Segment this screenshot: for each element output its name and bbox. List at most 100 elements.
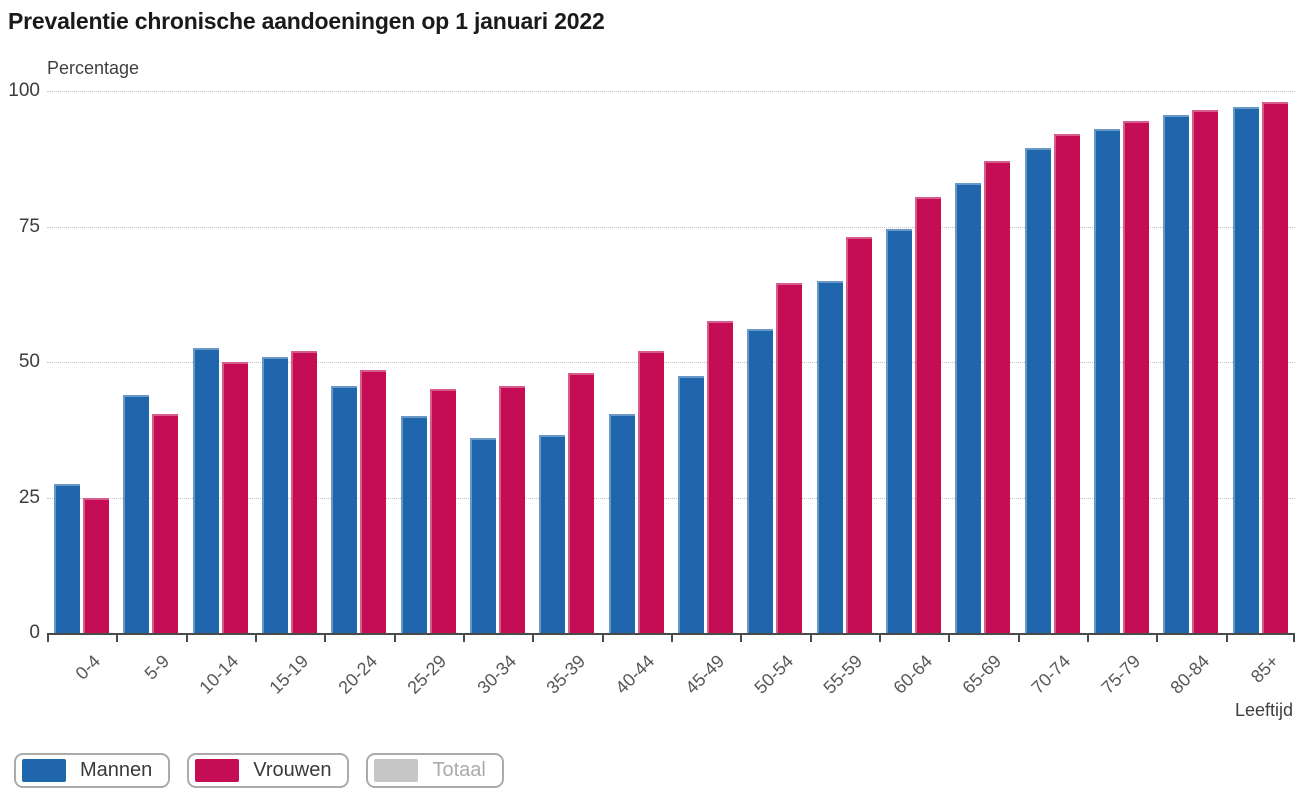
x-tick — [463, 635, 465, 642]
bar-group-40-44 — [602, 91, 671, 633]
bar-mannen-55-59 — [816, 280, 843, 633]
bar-mannen-25-29 — [400, 416, 427, 633]
x-tick-label-85+: 85+ — [1246, 651, 1283, 687]
bar-mannen-70-74 — [1024, 147, 1051, 633]
x-tick-label-30-34: 30-34 — [473, 651, 520, 698]
bar-vrouwen-70-74 — [1053, 134, 1080, 633]
bar-group-65-69 — [948, 91, 1017, 633]
x-axis: 0-4 5-9 10-14 15-19 20-24 25-29 30-34 35-39 40-4… — [47, 635, 1295, 735]
bar-group-30-34 — [463, 91, 532, 633]
x-tick — [1293, 635, 1295, 642]
x-tick-label-10-14: 10-14 — [195, 651, 243, 698]
bar-vrouwen-55-59 — [845, 237, 872, 633]
bar-group-50-54 — [740, 91, 809, 633]
x-tick-label-25-29: 25-29 — [403, 651, 451, 698]
x-tick-label-20-24: 20-24 — [334, 651, 382, 698]
x-tick — [1087, 635, 1089, 642]
bar-mannen-45-49 — [678, 375, 705, 633]
legend-button-vrouwen[interactable]: Vrouwen — [187, 753, 350, 788]
bar-vrouwen-35-39 — [568, 372, 595, 633]
bar-vrouwen-60-64 — [915, 196, 942, 633]
y-axis-title: Percentage — [47, 58, 140, 78]
bar-mannen-20-24 — [331, 386, 358, 633]
bar-mannen-75-79 — [1094, 128, 1121, 633]
x-tick — [601, 635, 604, 642]
x-tick — [47, 635, 49, 642]
y-tick-label-50: 50 — [18, 351, 40, 372]
x-tick-label-5-9: 5-9 — [140, 651, 174, 684]
bar-mannen-0-4 — [54, 483, 81, 633]
x-tick-label-75-79: 75-79 — [1097, 651, 1144, 698]
gridline-25 — [47, 497, 1295, 499]
bar-group-20-24 — [324, 91, 393, 633]
x-tick — [740, 635, 743, 642]
bar-vrouwen-80-84 — [1192, 109, 1219, 633]
bar-group-55-59 — [810, 91, 879, 633]
x-tick — [809, 635, 812, 642]
bar-vrouwen-85+ — [1261, 101, 1288, 633]
bar-group-15-19 — [255, 91, 324, 633]
x-tick — [532, 635, 535, 642]
bar-vrouwen-20-24 — [360, 370, 387, 633]
bar-vrouwen-30-34 — [499, 386, 526, 633]
x-tick — [324, 635, 327, 642]
bar-vrouwen-25-29 — [429, 389, 456, 633]
x-tick — [671, 635, 673, 642]
gridline-75 — [47, 226, 1295, 228]
bar-vrouwen-45-49 — [707, 321, 734, 633]
bar-group-35-39 — [532, 91, 601, 633]
bar-groups — [47, 91, 1295, 633]
bar-group-25-29 — [394, 91, 463, 633]
bar-vrouwen-65-69 — [984, 161, 1011, 633]
x-tick-label-60-64: 60-64 — [889, 651, 936, 698]
legend-button-totaal[interactable]: Totaal — [366, 753, 504, 788]
bar-vrouwen-5-9 — [152, 413, 179, 633]
legend-swatch-vrouwen — [195, 759, 240, 782]
bar-vrouwen-10-14 — [221, 362, 248, 633]
x-tick — [185, 635, 188, 642]
legend-button-mannen[interactable]: Mannen — [14, 753, 171, 788]
gridline-50 — [47, 362, 1295, 363]
bar-mannen-10-14 — [192, 348, 219, 633]
x-tick-label-0-4: 0-4 — [71, 651, 104, 684]
bar-mannen-30-34 — [470, 437, 497, 633]
y-tick-label-0: 0 — [29, 622, 40, 643]
bar-group-10-14 — [186, 91, 255, 633]
x-tick — [255, 635, 257, 642]
bar-group-85+ — [1226, 91, 1295, 633]
x-tick — [1156, 635, 1159, 642]
x-tick-label-80-84: 80-84 — [1166, 651, 1214, 698]
bar-group-0-4 — [47, 91, 116, 633]
x-tick-label-55-59: 55-59 — [819, 651, 867, 698]
bar-mannen-50-54 — [747, 329, 774, 633]
bar-group-80-84 — [1156, 91, 1225, 633]
bar-vrouwen-40-44 — [637, 351, 664, 633]
x-tick — [1017, 635, 1020, 642]
x-tick — [116, 635, 119, 642]
x-tick-label-45-49: 45-49 — [681, 651, 728, 698]
bar-vrouwen-50-54 — [776, 283, 803, 633]
bar-group-60-64 — [879, 91, 948, 633]
bar-mannen-5-9 — [123, 394, 150, 633]
bar-mannen-40-44 — [608, 413, 635, 633]
plot-area — [47, 91, 1295, 635]
bar-mannen-80-84 — [1163, 115, 1190, 633]
x-tick-label-50-54: 50-54 — [750, 651, 798, 698]
gridline-100 — [47, 91, 1295, 92]
bar-mannen-35-39 — [539, 435, 566, 633]
y-tick-label-25: 25 — [18, 486, 40, 508]
x-tick-label-65-69: 65-69 — [958, 651, 1006, 698]
y-tick-label-75: 75 — [18, 215, 40, 237]
legend-label: Vrouwen — [253, 759, 332, 781]
legend: Mannen Vrouwen Totaal — [14, 753, 504, 788]
x-tick — [948, 635, 951, 642]
legend-label: Mannen — [80, 759, 153, 781]
x-tick-label-70-74: 70-74 — [1027, 651, 1075, 698]
x-tick — [393, 635, 396, 642]
legend-swatch-mannen — [22, 759, 66, 782]
legend-swatch-totaal — [374, 759, 419, 782]
bar-mannen-15-19 — [262, 356, 289, 633]
legend-label: Totaal — [432, 759, 486, 781]
bar-vrouwen-15-19 — [291, 351, 318, 633]
